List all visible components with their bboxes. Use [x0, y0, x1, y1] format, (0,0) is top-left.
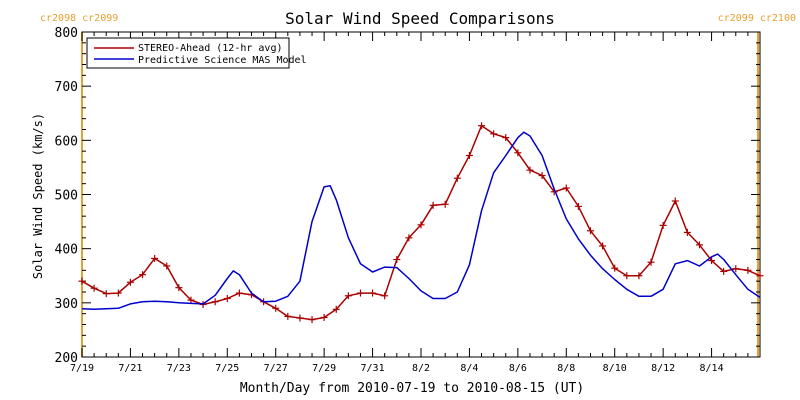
- data-point: [562, 184, 570, 192]
- x-tick-label: 8/6: [509, 363, 527, 374]
- data-point: [732, 265, 740, 273]
- y-tick-label: 800: [55, 26, 78, 41]
- data-point: [659, 221, 667, 229]
- x-tick-label: 7/19: [70, 363, 94, 374]
- x-tick-label: 8/10: [603, 363, 627, 374]
- x-tick-label: 7/25: [215, 363, 239, 374]
- data-point: [574, 202, 582, 210]
- data-point: [175, 284, 183, 292]
- data-point: [114, 289, 122, 297]
- mas-series-line: [82, 131, 760, 311]
- data-point: [187, 296, 195, 304]
- data-point: [695, 241, 703, 249]
- x-tick-label: 8/12: [651, 363, 675, 374]
- data-point: [211, 298, 219, 306]
- y-tick-label: 400: [55, 243, 78, 258]
- data-point: [756, 272, 764, 280]
- chart-title: Solar Wind Speed Comparisons: [285, 9, 555, 28]
- data-point: [538, 172, 546, 180]
- data-point: [514, 149, 522, 157]
- data-point: [308, 316, 316, 324]
- data-point: [90, 284, 98, 292]
- data-point: [635, 272, 643, 280]
- data-point: [671, 197, 679, 205]
- data-point: [429, 201, 437, 209]
- data-point: [502, 134, 510, 142]
- data-point: [78, 277, 86, 285]
- x-tick-label: 8/2: [412, 363, 430, 374]
- data-point: [102, 290, 110, 298]
- data-point: [683, 228, 691, 236]
- data-point: [623, 272, 631, 280]
- y-tick-label: 700: [55, 80, 78, 95]
- data-point: [296, 314, 304, 322]
- y-tick-label: 300: [55, 297, 78, 312]
- data-point: [163, 262, 171, 270]
- data-point: [441, 200, 449, 208]
- y-axis: 200 300 400 500 600 700 800: [55, 26, 760, 366]
- x-tick-label: 7/29: [312, 363, 336, 374]
- series-layer: [78, 122, 764, 324]
- legend: STEREO-Ahead (12-hr avg) Predictive Scie…: [86, 37, 307, 69]
- data-point: [151, 254, 159, 262]
- data-point: [272, 304, 280, 312]
- data-point: [599, 242, 607, 250]
- data-point: [369, 289, 377, 297]
- data-point: [356, 289, 364, 297]
- data-point: [647, 258, 655, 266]
- legend-label-stereo: STEREO-Ahead (12-hr avg): [138, 43, 283, 54]
- data-point: [393, 256, 401, 263]
- y-tick-label: 500: [55, 189, 78, 204]
- x-tick-label: 8/14: [700, 363, 724, 374]
- data-point: [223, 295, 231, 302]
- data-point: [708, 257, 716, 265]
- data-point: [405, 234, 413, 242]
- carrington-lines: [81, 32, 759, 357]
- x-tick-label: 8/8: [557, 363, 575, 374]
- x-tick-label: 8/4: [460, 363, 478, 374]
- x-tick-label: 7/31: [361, 363, 385, 374]
- legend-label-mas: Predictive Science MAS Model: [138, 55, 307, 66]
- y-tick-label: 600: [55, 134, 78, 149]
- data-point: [453, 174, 461, 182]
- x-axis-label: Month/Day from 2010-07-19 to 2010-08-15 …: [240, 381, 584, 396]
- data-point: [490, 130, 498, 138]
- data-point: [320, 313, 328, 321]
- data-point: [611, 264, 619, 272]
- legend-box: [86, 37, 290, 69]
- data-point: [139, 271, 147, 279]
- x-axis: 7/19 7/21 7/23 7/25 7/27 7/29 7/31 8/2 8/4 8/6 8/8…: [70, 32, 761, 374]
- carrington-label: cr2099 cr2100: [718, 13, 796, 24]
- data-point: [344, 292, 352, 300]
- carrington-labels: cr2098 cr2099 cr2099 cr2100: [40, 13, 796, 24]
- x-tick-label: 7/23: [167, 363, 191, 374]
- data-point: [720, 267, 728, 275]
- data-point: [417, 221, 425, 229]
- carrington-label: cr2098 cr2099: [40, 13, 118, 24]
- data-point: [587, 227, 594, 235]
- plot-frame: [81, 31, 761, 358]
- x-tick-label: 7/21: [118, 363, 142, 374]
- data-point: [744, 266, 752, 274]
- data-point: [478, 122, 486, 130]
- data-point: [235, 289, 243, 297]
- data-point: [126, 278, 134, 286]
- y-tick-label: 200: [55, 351, 78, 366]
- data-point: [332, 305, 340, 313]
- data-point: [381, 292, 389, 300]
- data-point: [284, 312, 292, 320]
- y-axis-label: Solar Wind Speed (km/s): [31, 113, 45, 279]
- data-point: [465, 152, 473, 159]
- x-tick-label: 7/27: [264, 363, 288, 374]
- data-point: [526, 166, 534, 174]
